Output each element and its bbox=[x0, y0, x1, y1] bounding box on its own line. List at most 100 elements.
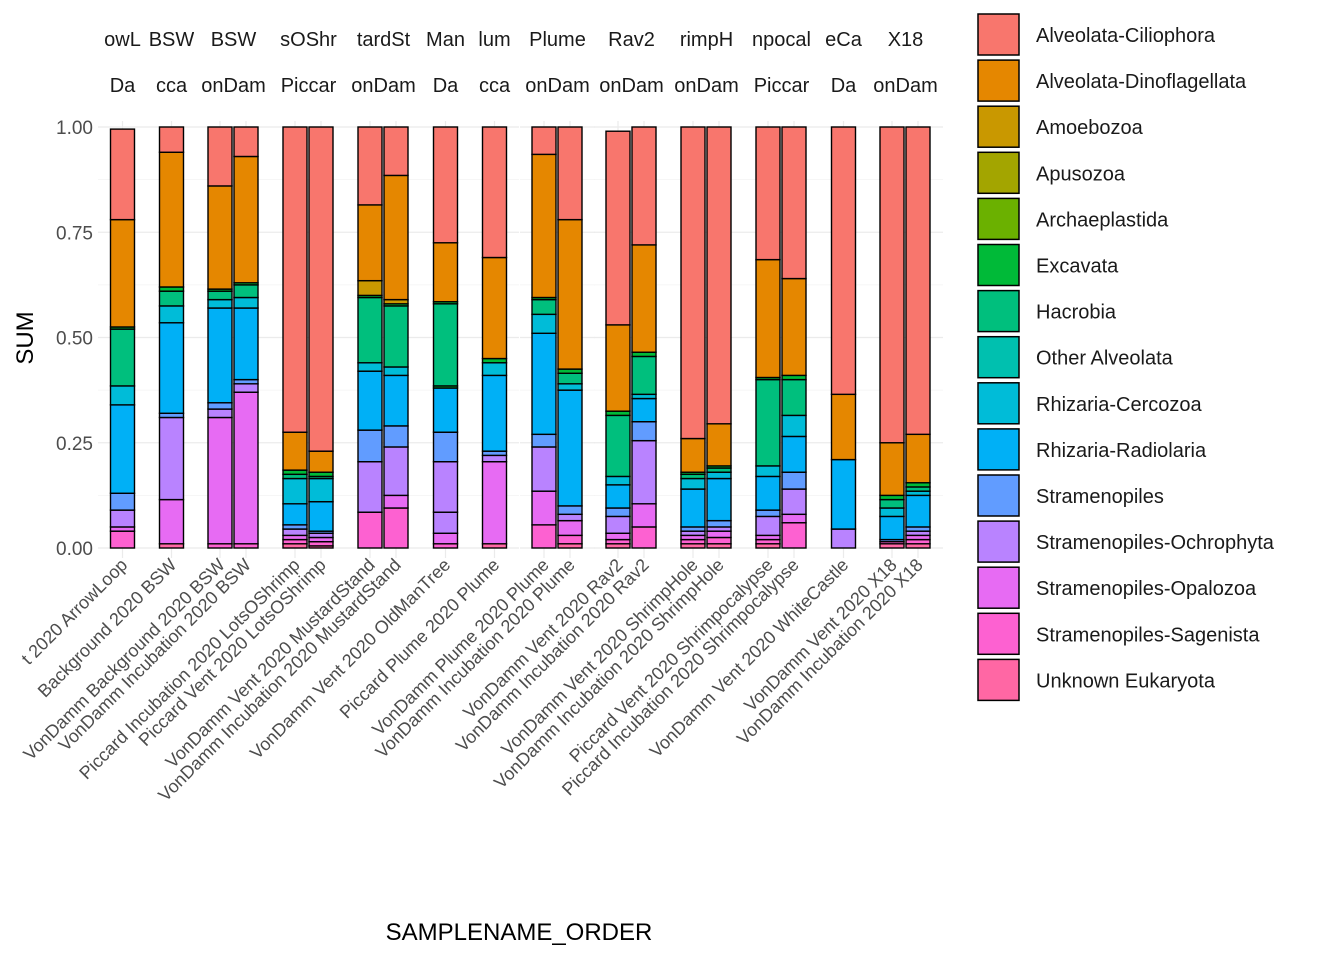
legend-label: Archaeplastida bbox=[1036, 209, 1169, 231]
bar-segment bbox=[531, 446, 557, 492]
bar-segment bbox=[680, 488, 706, 528]
legend-swatch bbox=[977, 520, 1020, 563]
bar-segment bbox=[605, 324, 631, 412]
bar-segment bbox=[357, 429, 383, 463]
bar-segment bbox=[830, 393, 857, 461]
bar-segment bbox=[481, 126, 508, 259]
bar-segment bbox=[781, 488, 807, 516]
facet-strip-site: tardSt bbox=[357, 29, 411, 51]
legend-label: Alveolata-Dinoflagellata bbox=[1036, 71, 1247, 93]
bar-segment bbox=[357, 296, 383, 364]
bar-segment bbox=[481, 256, 508, 360]
bar-segment bbox=[282, 431, 308, 471]
legend-label: Rhizaria-Cercozoa bbox=[1036, 394, 1202, 416]
bar-segment bbox=[706, 471, 732, 480]
bar-segment bbox=[207, 298, 233, 309]
legend-swatch bbox=[977, 566, 1020, 609]
x-axis-title: SAMPLENAME_ORDER bbox=[386, 919, 653, 946]
bar-segment bbox=[531, 313, 557, 334]
y-tick-label: 0.00 bbox=[56, 539, 93, 560]
facet-strip-site: lum bbox=[478, 29, 510, 51]
bar-segment bbox=[755, 378, 781, 467]
bar-segment bbox=[357, 370, 383, 431]
bar-segment bbox=[631, 355, 657, 396]
y-tick-label: 1.00 bbox=[56, 118, 93, 139]
legend-label: Other Alveolata bbox=[1036, 348, 1174, 370]
bar-segment bbox=[905, 494, 931, 528]
legend-item: Stramenopiles-Opalozoa bbox=[977, 566, 1257, 609]
bar-segment bbox=[631, 244, 657, 353]
bar-segment bbox=[531, 433, 557, 448]
bar-segment bbox=[383, 507, 409, 549]
legend-item: Alveolata-Dinoflagellata bbox=[977, 59, 1247, 102]
legend-label: Alveolata-Ciliophora bbox=[1036, 25, 1216, 47]
legend-swatch bbox=[977, 59, 1020, 102]
bar-segment bbox=[755, 515, 781, 537]
facet-strip-vent: onDam bbox=[873, 75, 937, 97]
bar-segment bbox=[481, 454, 508, 463]
facet-strip-site: X18 bbox=[888, 29, 924, 51]
legend-swatch bbox=[977, 658, 1020, 702]
bar-segment bbox=[308, 477, 334, 503]
bar-segment bbox=[680, 126, 706, 440]
bar-segment bbox=[781, 378, 807, 417]
bar-segment bbox=[207, 185, 233, 290]
y-tick-label: 0.75 bbox=[56, 223, 93, 244]
bar-segment bbox=[755, 475, 781, 511]
bar-segment bbox=[879, 442, 905, 497]
bar-segment bbox=[233, 383, 259, 393]
bar-segment bbox=[233, 126, 259, 158]
legend-label: Apusozoa bbox=[1036, 163, 1126, 185]
facet-strip-site: eCa bbox=[825, 29, 863, 51]
bar-segment bbox=[879, 507, 905, 518]
bar-segment bbox=[432, 303, 459, 387]
bar-segment bbox=[631, 526, 657, 549]
facet-strip-vent: onDam bbox=[351, 75, 415, 97]
bar-segment bbox=[158, 126, 185, 153]
bar-segment bbox=[631, 126, 657, 246]
legend-swatch bbox=[977, 13, 1020, 56]
facet-strip-site: Rav2 bbox=[608, 29, 655, 51]
legend-swatch bbox=[977, 428, 1020, 471]
legend-label: Excavata bbox=[1036, 256, 1119, 278]
bar-segment bbox=[905, 433, 931, 484]
bar-segment bbox=[531, 490, 557, 526]
bar-segment bbox=[207, 402, 233, 410]
facet-strip-site: Man bbox=[426, 29, 465, 51]
bar-segment bbox=[357, 511, 383, 549]
bar-segment bbox=[282, 126, 308, 433]
facet-strip-vent: Da bbox=[831, 75, 857, 97]
bar-segment bbox=[383, 425, 409, 448]
bar-segment bbox=[557, 372, 583, 385]
legend-swatch bbox=[977, 612, 1020, 656]
bar-segment bbox=[158, 290, 185, 307]
bar-segment bbox=[109, 385, 136, 406]
legend-swatch bbox=[977, 105, 1020, 148]
bar-segment bbox=[432, 387, 459, 433]
bar-segment bbox=[557, 513, 583, 522]
bar-segment bbox=[383, 494, 409, 509]
bar-segment bbox=[357, 126, 383, 206]
bar-segment bbox=[233, 155, 259, 284]
bar-segment bbox=[282, 503, 308, 526]
bar-segment bbox=[207, 290, 233, 301]
bar-segment bbox=[631, 421, 657, 442]
legend-item: Stramenopiles-Ochrophyta bbox=[977, 520, 1275, 563]
bar-segment bbox=[432, 126, 459, 244]
bar-segment bbox=[432, 511, 459, 534]
bar-segment bbox=[207, 126, 233, 187]
bar-segment bbox=[905, 126, 931, 436]
bar-segment bbox=[383, 446, 409, 497]
bar-segment bbox=[383, 305, 409, 368]
bar-segment bbox=[781, 513, 807, 524]
bar-segment bbox=[830, 126, 857, 396]
legend-label: Amoebozoa bbox=[1036, 117, 1144, 139]
legend-item: Other Alveolata bbox=[977, 335, 1174, 379]
bar-segment bbox=[109, 218, 136, 328]
bar-segment bbox=[357, 460, 383, 513]
y-tick-label: 0.50 bbox=[56, 329, 93, 350]
bar-segment bbox=[233, 284, 259, 299]
legend-swatch bbox=[977, 151, 1020, 195]
bar-segment bbox=[481, 460, 508, 545]
